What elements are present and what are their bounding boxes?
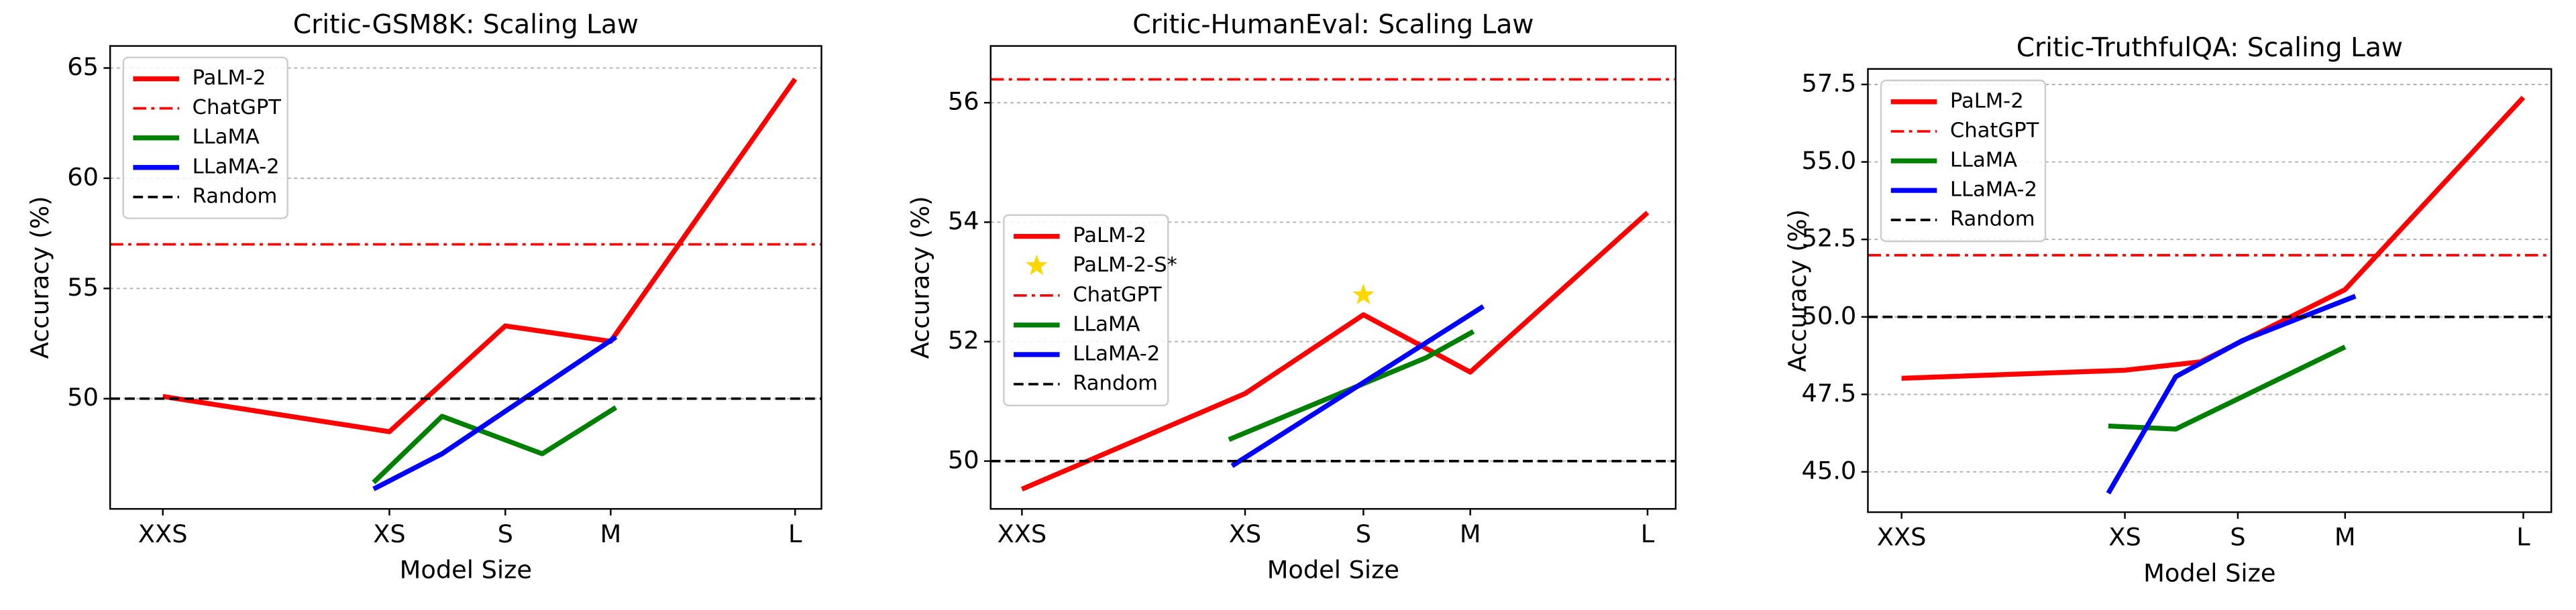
x-tick-label: XXS: [998, 520, 1047, 548]
data-line: [1230, 304, 1485, 469]
y-tick-label: 60: [67, 162, 99, 191]
plot-frame: [989, 45, 1677, 510]
legend-label: LLaMA-2: [1073, 342, 1160, 365]
y-tick-label: 57.5: [1802, 68, 1857, 97]
legend-label: PaLM-2-S*: [1073, 253, 1177, 277]
y-tick-label: 55.0: [1802, 146, 1857, 175]
legend-label: ChatGPT: [193, 96, 282, 119]
data-line: [2108, 345, 2347, 432]
subplot: Critic-TruthfulQA: Scaling Law Model Size…: [1783, 33, 2553, 588]
plot-frame: [109, 45, 822, 510]
y-tick-label: 50: [948, 445, 979, 474]
x-tick-label: XS: [1229, 520, 1261, 548]
y-tick-label: 47.5: [1802, 379, 1857, 408]
legend-label: ChatGPT: [1950, 119, 2039, 142]
y-tick-label: 52: [948, 326, 979, 355]
x-axis-label: Model Size: [2143, 559, 2275, 588]
legend-label: Random: [193, 184, 278, 208]
x-tick-label: S: [1356, 520, 1371, 548]
legend-box: [1880, 79, 2047, 243]
legend-label: LLaMA: [1950, 148, 2017, 172]
legend-marker: [1026, 254, 1048, 276]
legend-label: ChatGPT: [1073, 283, 1162, 306]
x-tick-label: XXS: [138, 520, 188, 548]
y-tick-label: 52.5: [1802, 224, 1857, 253]
legend-label: PaLM-2: [1950, 89, 2024, 113]
plot-frame: [1867, 68, 2553, 513]
x-tick-label: XXS: [1877, 523, 1927, 552]
y-tick-label: 45.0: [1802, 456, 1857, 485]
legend-label: LLaMA: [1073, 312, 1140, 336]
legend-label: LLaMA-2: [1950, 178, 2037, 202]
x-tick-label: L: [788, 520, 802, 548]
x-axis-label: Model Size: [1267, 556, 1399, 585]
legend-label: LLaMA: [193, 125, 260, 149]
x-tick-label: L: [2516, 523, 2530, 552]
legend-box: [122, 56, 288, 219]
x-tick-label: M: [600, 520, 621, 548]
y-tick-label: 56: [948, 87, 979, 116]
legend-label: Random: [1073, 372, 1158, 395]
y-tick-label: 50.0: [1802, 301, 1857, 330]
y-axis-label: Accuracy (%): [906, 196, 934, 359]
y-axis-label: Accuracy (%): [25, 196, 54, 359]
chart-title: Critic-HumanEval: Scaling Law: [1132, 10, 1534, 40]
legend: PaLM-2 ChatGPT LLaMA LLaMA-2 Random: [1880, 79, 2047, 243]
data-line: [162, 77, 798, 434]
y-axis-label: Accuracy (%): [1783, 209, 1812, 372]
legend-label: Random: [1950, 208, 2035, 231]
legend-label: LLaMA-2: [193, 155, 280, 178]
x-tick-label: M: [2334, 523, 2356, 552]
chart-title: Critic-TruthfulQA: Scaling Law: [2017, 33, 2403, 63]
subplot: Critic-GSM8K: Scaling Law Model Size Accur…: [25, 10, 822, 585]
x-tick-label: S: [2230, 523, 2245, 552]
y-tick-label: 50: [67, 383, 99, 412]
legend-label: PaLM-2: [1073, 224, 1146, 247]
star-marker: [1352, 283, 1375, 305]
chart-title: Critic-GSM8K: Scaling Law: [293, 10, 639, 40]
y-tick-label: 55: [67, 273, 99, 302]
legend-label: PaLM-2: [193, 66, 266, 90]
data-line: [372, 405, 618, 485]
x-tick-label: S: [498, 520, 513, 548]
legend: PaLM-2 ChatGPT LLaMA LLaMA-2 Random: [122, 56, 288, 219]
data-line: [372, 334, 618, 491]
x-tick-label: M: [1460, 520, 1481, 548]
subplot: Critic-HumanEval: Scaling Law Model Size A…: [906, 10, 1677, 585]
data-line: [1020, 210, 1650, 492]
data-line: [1228, 329, 1475, 442]
legend: PaLM-2 PaLM-2-S* ChatGPT LLaMA LLaMA-2 Random: [1003, 214, 1177, 407]
x-tick-label: XS: [373, 520, 405, 548]
y-tick-label: 54: [948, 206, 979, 235]
x-tick-label: L: [1641, 520, 1655, 548]
x-axis-label: Model Size: [400, 556, 532, 585]
y-tick-label: 65: [67, 52, 99, 81]
x-tick-label: XS: [2108, 523, 2141, 552]
data-line: [2106, 294, 2357, 495]
